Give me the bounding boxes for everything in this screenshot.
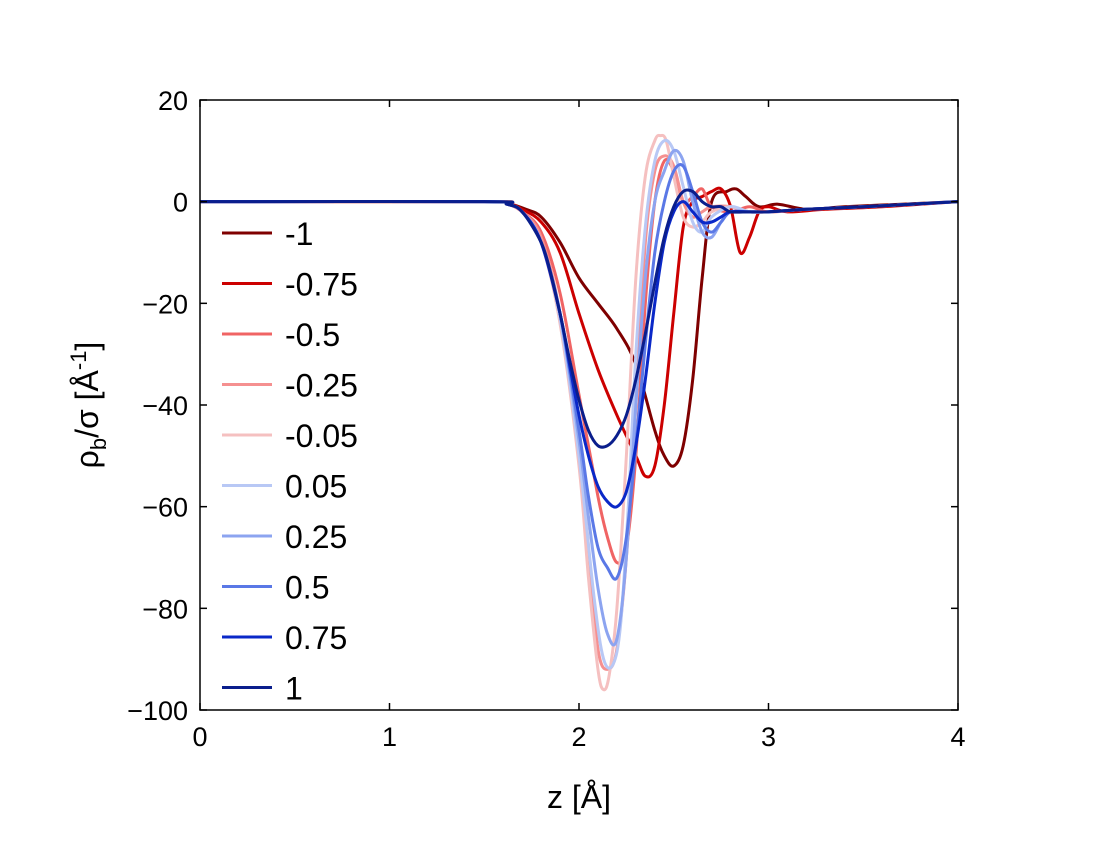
series-line-1: [200, 186, 958, 479]
y-axis-label-end: ]: [69, 342, 105, 351]
y-axis-label-mid: /σ [Å: [69, 369, 105, 437]
ticks-layer: 0 1 2 3 4 20 0 −20 −40 −60 −80 −100: [127, 86, 965, 752]
y-axis-label-sub: b: [86, 438, 111, 450]
x-tick-label: 1: [382, 722, 397, 752]
y-tick-label: 0: [173, 188, 188, 218]
legend-label-7: 0.5: [285, 570, 329, 606]
y-tick-label: −80: [142, 594, 188, 624]
legend: -1 -0.75 -0.5 -0.25 -0.05 0.05 0.25 0.5 0.75 1: [222, 216, 358, 707]
legend-label-0: -1: [285, 216, 313, 252]
legend-label-4: -0.05: [285, 418, 358, 454]
series-layer: [200, 133, 958, 692]
y-tick-label: −100: [127, 696, 188, 726]
y-tick-label: −60: [142, 493, 188, 523]
legend-label-3: -0.25: [285, 368, 358, 404]
x-tick-label: 4: [950, 722, 965, 752]
series-line-9: [200, 188, 958, 449]
legend-label-1: -0.75: [285, 267, 358, 303]
y-tick-label: −40: [142, 391, 188, 421]
legend-label-9: 1: [285, 671, 303, 707]
x-tick-label: 0: [192, 722, 207, 752]
x-tick-label: 2: [571, 722, 586, 752]
legend-label-8: 0.75: [285, 620, 347, 656]
x-tick-label: 3: [761, 722, 776, 752]
y-axis-label-sup: -1: [66, 351, 91, 371]
y-tick-label: 20: [158, 86, 188, 116]
y-tick-label: −20: [142, 289, 188, 319]
legend-label-6: 0.25: [285, 519, 347, 555]
legend-label-2: -0.5: [285, 317, 340, 353]
legend-label-5: 0.05: [285, 469, 347, 505]
x-axis-label: z [Å]: [547, 779, 611, 815]
y-axis-label: ρb/σ [Å-1]: [66, 342, 111, 469]
y-axis-label-base: ρ: [69, 450, 105, 468]
